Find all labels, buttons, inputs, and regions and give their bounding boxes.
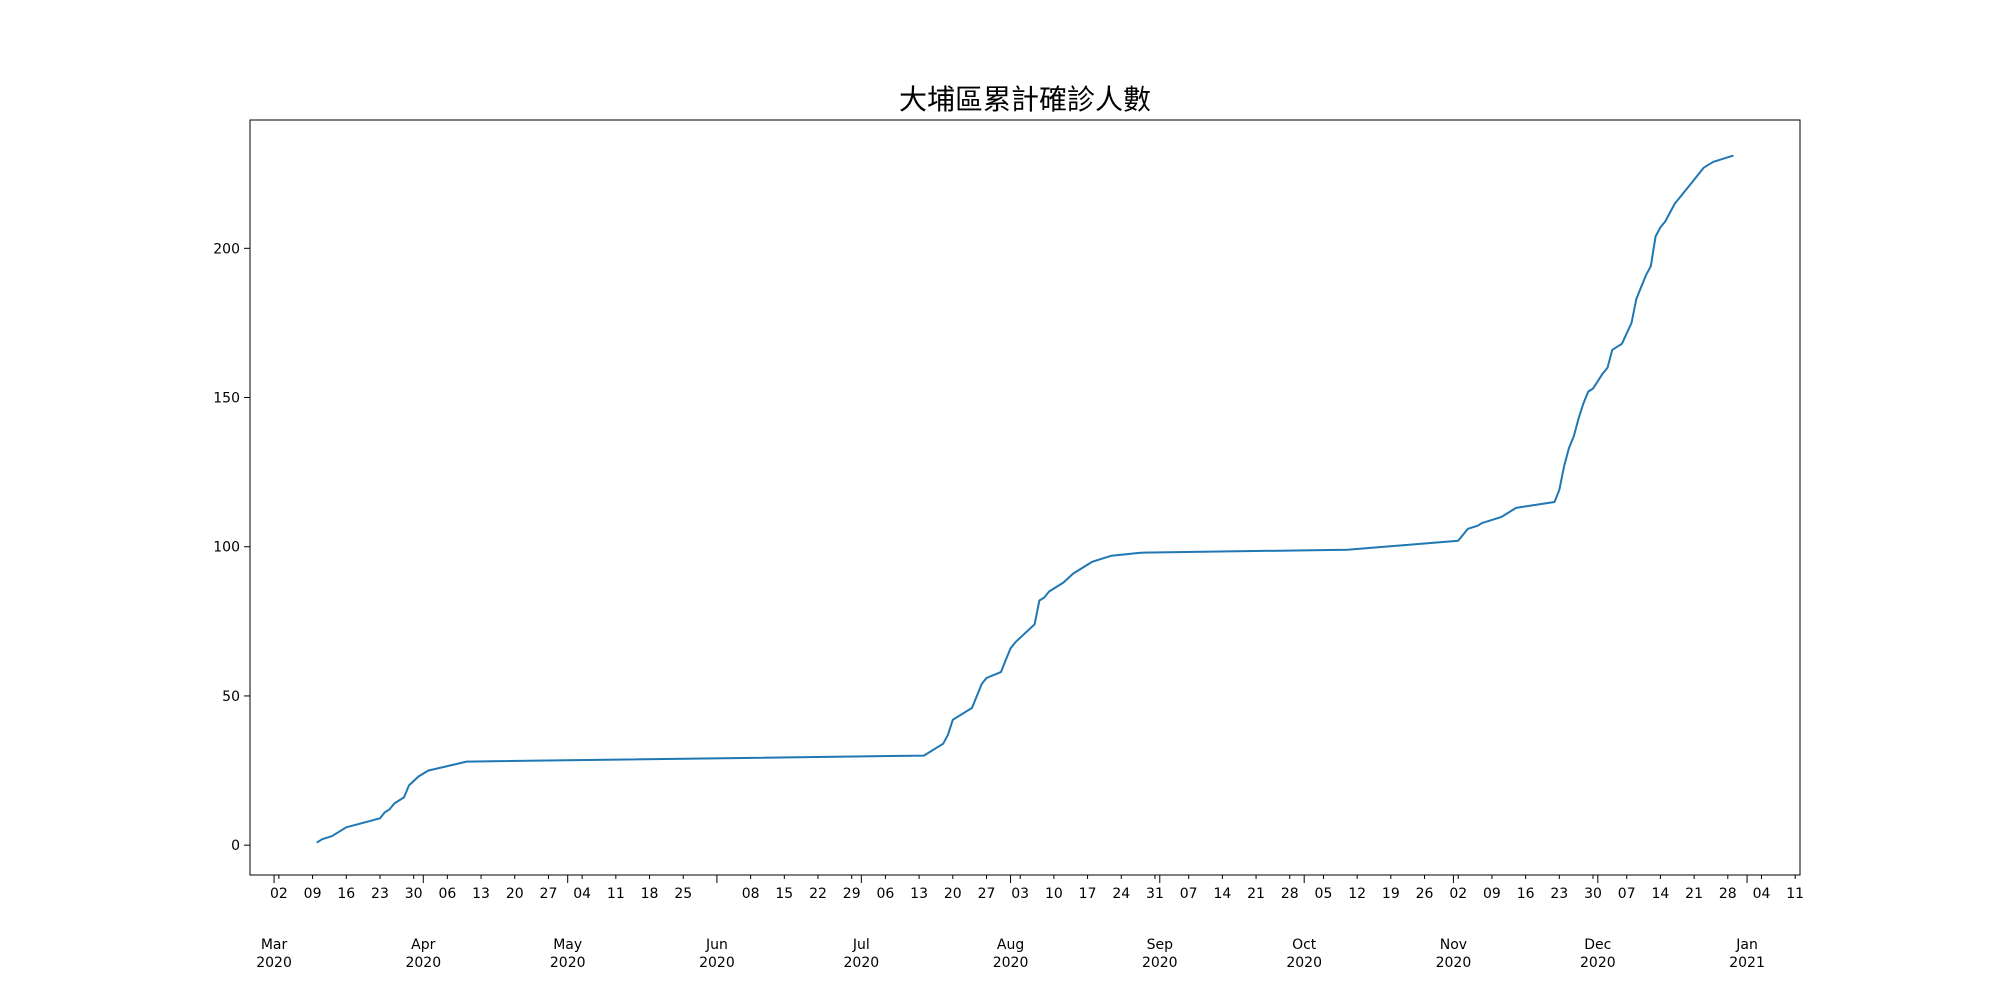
x-month-label: Nov (1440, 937, 1467, 953)
y-axis: 0 50 100 150 200 (213, 241, 250, 854)
x-month-label: Sep (1147, 937, 1174, 953)
x-day-label: 29 (843, 886, 861, 902)
x-year-label: 2020 (1286, 955, 1322, 971)
x-month-label: Oct (1292, 937, 1317, 953)
x-day-label: 09 (304, 886, 322, 902)
x-day-label: 16 (337, 886, 355, 902)
x-day-label: 31 (1146, 886, 1164, 902)
x-day-label: 28 (1719, 886, 1737, 902)
x-day-label: 11 (1786, 886, 1804, 902)
x-day-label: 11 (607, 886, 625, 902)
x-day-label: 23 (1550, 886, 1568, 902)
x-day-label: 06 (438, 886, 456, 902)
x-month-label: Aug (997, 937, 1024, 953)
x-day-label: 25 (674, 886, 692, 902)
series-line (316, 154, 1734, 844)
chart-title: 大埔區累計確診人數 (899, 83, 1151, 116)
x-day-label: 20 (944, 886, 962, 902)
x-day-label: 07 (1618, 886, 1636, 902)
x-month-label: May (553, 937, 582, 953)
x-day-label: 14 (1213, 886, 1231, 902)
x-day-label: 04 (1753, 886, 1771, 902)
x-day-label: 08 (742, 886, 760, 902)
y-tick-label: 150 (213, 391, 240, 407)
y-tick-label: 0 (231, 838, 240, 854)
x-day-label: 09 (1483, 886, 1501, 902)
x-year-label: 2020 (1142, 955, 1178, 971)
x-day-label: 26 (1416, 886, 1434, 902)
x-day-label: 28 (1281, 886, 1299, 902)
x-day-label: 19 (1382, 886, 1400, 902)
x-year-label: 2020 (550, 955, 586, 971)
x-day-label: 21 (1685, 886, 1703, 902)
x-day-label: 02 (1449, 886, 1467, 902)
x-day-label: 15 (775, 886, 793, 902)
x-day-label: 13 (472, 886, 490, 902)
x-day-label: 06 (876, 886, 894, 902)
y-tick-label: 50 (222, 689, 240, 705)
x-year-label: 2020 (844, 955, 880, 971)
x-month-label: Apr (411, 937, 435, 953)
x-year-label: 2021 (1729, 955, 1765, 971)
x-day-label: 18 (641, 886, 659, 902)
x-day-label: 13 (910, 886, 928, 902)
x-day-label: 04 (573, 886, 591, 902)
x-day-label: 17 (1079, 886, 1097, 902)
x-year-label: 2020 (993, 955, 1029, 971)
x-axis: 02 09 16 23 30 06 13 20 27 04 11 18 25 08 15 22 29 06 13 20… (256, 875, 1804, 971)
x-day-label: 14 (1651, 886, 1669, 902)
x-month-label: Jul (852, 937, 870, 953)
x-day-label: 27 (978, 886, 996, 902)
x-month-label: Jan (1735, 937, 1758, 953)
series-layer (316, 154, 1734, 844)
x-year-label: 2020 (405, 955, 441, 971)
x-day-label: 23 (371, 886, 389, 902)
x-month-label: Dec (1584, 937, 1611, 953)
x-day-label: 21 (1247, 886, 1265, 902)
x-day-label: 02 (270, 886, 288, 902)
x-year-label: 2020 (1436, 955, 1472, 971)
x-year-label: 2020 (256, 955, 292, 971)
x-day-label: 05 (1315, 886, 1333, 902)
x-day-label: 16 (1517, 886, 1535, 902)
x-day-label: 03 (1011, 886, 1029, 902)
x-day-label: 10 (1045, 886, 1063, 902)
plot-area-frame (249, 119, 1801, 876)
x-month-label: Jun (705, 937, 728, 953)
x-day-label: 22 (809, 886, 827, 902)
x-year-label: 2020 (1580, 955, 1616, 971)
x-day-label: 07 (1180, 886, 1198, 902)
x-day-label: 24 (1112, 886, 1130, 902)
x-day-label: 30 (1584, 886, 1602, 902)
x-day-label: 30 (405, 886, 423, 902)
x-day-label: 27 (540, 886, 558, 902)
x-day-label: 12 (1348, 886, 1366, 902)
x-month-label: Mar (261, 937, 288, 953)
y-tick-label: 100 (213, 540, 240, 556)
y-tick-label: 200 (213, 241, 240, 257)
x-year-label: 2020 (699, 955, 735, 971)
x-day-label: 20 (506, 886, 524, 902)
